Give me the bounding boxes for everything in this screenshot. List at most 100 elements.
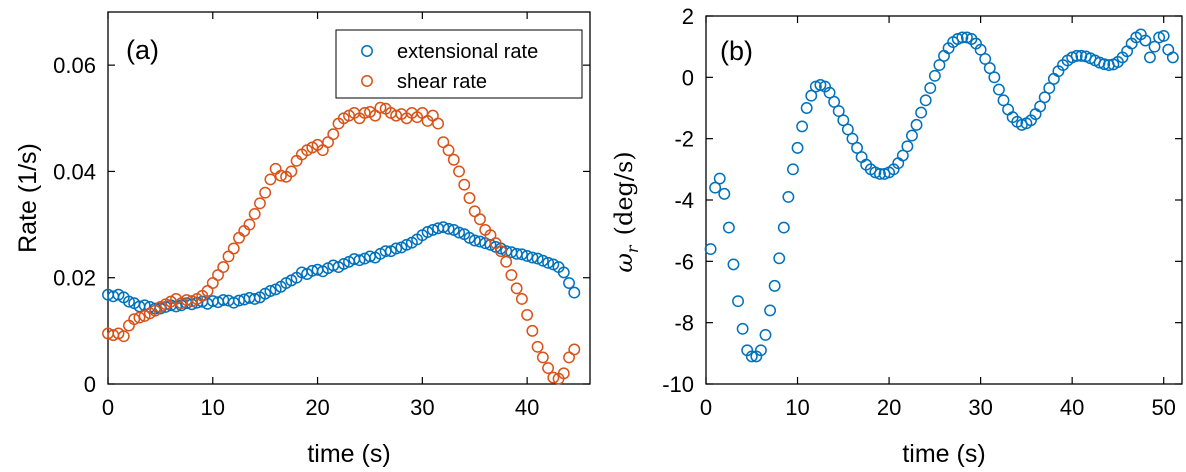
data-point-shear-rate — [185, 295, 198, 308]
y-tick-label: -4 — [674, 188, 694, 213]
data-point-shear-rate — [327, 128, 340, 141]
x-tick-label: 30 — [410, 395, 434, 420]
y-tick-label: 0.02 — [53, 266, 96, 291]
data-point-shear-rate — [463, 192, 476, 204]
data-point-series-0 — [754, 344, 767, 357]
data-point-shear-rate — [526, 324, 539, 337]
panel-b: 0 10 20 30 40 50 -10 -8 -6 -4 -2 0 2 (b) time (s) ωr… — [610, 4, 1183, 468]
data-point-shear-rate — [264, 173, 277, 186]
x-tick-label: 40 — [1060, 395, 1084, 420]
x-tick-label: 20 — [877, 395, 901, 420]
panel-a: 0 10 20 30 40 0 0.02 0.04 0.06 (a) time (s) Rate… — [14, 11, 591, 468]
y-axis-label-b-unit: (deg/s) — [610, 151, 638, 235]
legend-a: extensional rate shear rate — [335, 29, 583, 99]
panel-label-a: (a) — [126, 35, 159, 65]
data-point-extensional-rate — [515, 248, 528, 261]
data-point-shear-rate — [505, 269, 518, 282]
data-point-extensional-rate — [123, 295, 135, 308]
y-tick-label: 0 — [682, 65, 694, 90]
data-point-series-0 — [787, 163, 799, 176]
data-point-series-0 — [1166, 51, 1179, 64]
data-point-shear-rate — [248, 207, 261, 220]
data-point-series-0 — [782, 190, 795, 203]
data-point-shear-rate — [259, 186, 272, 199]
data-point-series-0 — [841, 123, 854, 136]
data-point-series-0 — [1144, 51, 1156, 64]
data-point-shear-rate — [531, 340, 544, 353]
y-axis-label-a: Rate (1/s) — [14, 143, 42, 253]
data-point-series-0 — [846, 132, 859, 145]
data-point-series-0 — [928, 69, 941, 82]
data-point-extensional-rate — [442, 222, 455, 235]
data-point-series-0 — [759, 328, 772, 341]
data-point-extensional-rate — [353, 254, 366, 267]
data-point-extensional-rate — [526, 251, 539, 264]
data-point-series-0 — [851, 141, 863, 154]
data-point-shear-rate — [447, 153, 460, 166]
data-point-series-0 — [1038, 91, 1051, 104]
data-point-series-0 — [915, 106, 928, 119]
data-point-shear-rate — [243, 218, 256, 231]
data-point-series-0 — [791, 141, 804, 154]
data-point-extensional-rate — [453, 226, 465, 239]
data-point-extensional-rate — [400, 238, 413, 251]
x-tick-label: 10 — [785, 395, 809, 420]
data-point-shear-rate — [458, 178, 471, 191]
data-point-series-0 — [906, 129, 918, 142]
data-point-series-0 — [1034, 100, 1047, 113]
data-point-extensional-rate — [568, 286, 581, 299]
data-point-shear-rate — [117, 330, 130, 343]
data-point-shear-rate — [521, 308, 534, 321]
x-tick-label: 40 — [515, 395, 539, 420]
data-point-series-0 — [832, 105, 845, 118]
data-point-series-0 — [745, 350, 758, 363]
data-point-series-0 — [1070, 49, 1083, 62]
plot-frame-a — [107, 11, 591, 385]
x-tick-label: 30 — [968, 395, 992, 420]
data-point-series-0 — [727, 258, 740, 271]
y-tick-label: -2 — [674, 127, 694, 152]
data-point-shear-rate — [474, 213, 486, 226]
data-point-series-0 — [796, 120, 809, 133]
data-point-extensional-rate — [390, 242, 403, 255]
data-point-series-0 — [800, 102, 813, 114]
data-point-shear-rate — [510, 282, 523, 295]
y-tick-label: -8 — [674, 311, 694, 336]
data-point-series-0 — [974, 43, 987, 56]
data-point-extensional-rate — [421, 226, 434, 238]
data-point-series-0 — [1148, 40, 1161, 53]
data-point-shear-rate — [500, 255, 513, 268]
data-point-shear-rate — [494, 245, 507, 258]
legend-box-a — [335, 29, 583, 99]
data-point-shear-rate — [432, 117, 445, 130]
data-point-series-0 — [992, 83, 1005, 96]
data-point-extensional-rate — [531, 252, 544, 265]
legend-label-extensional: extensional rate — [397, 41, 538, 63]
data-point-extensional-rate — [542, 256, 555, 269]
x-tick-label: 50 — [1151, 395, 1175, 420]
data-point-extensional-rate — [563, 277, 575, 289]
panel-label-b: (b) — [720, 36, 753, 66]
legend-marker-extensional — [361, 45, 373, 57]
data-point-shear-rate — [274, 169, 287, 182]
data-point-extensional-rate — [248, 293, 261, 305]
data-point-shear-rate — [453, 165, 465, 178]
y-tick-label: -6 — [674, 249, 694, 274]
x-axis-label-a: time (s) — [307, 440, 390, 467]
data-point-extensional-rate — [484, 238, 497, 251]
data-point-shear-rate — [568, 343, 581, 356]
data-point-series-0 — [805, 89, 818, 102]
data-point-shear-rate — [128, 313, 141, 326]
y-tick-label: 0 — [84, 372, 96, 397]
data-point-shear-rate — [374, 101, 387, 114]
points-a — [102, 101, 581, 385]
data-point-extensional-rate — [474, 235, 486, 248]
data-point-series-0 — [828, 95, 841, 108]
data-point-shear-rate — [536, 351, 549, 364]
data-point-series-0 — [901, 140, 914, 153]
y-tick-label: -10 — [662, 372, 694, 397]
data-point-extensional-rate — [227, 296, 240, 309]
y-axis-label-b-subscript: r — [623, 244, 642, 253]
